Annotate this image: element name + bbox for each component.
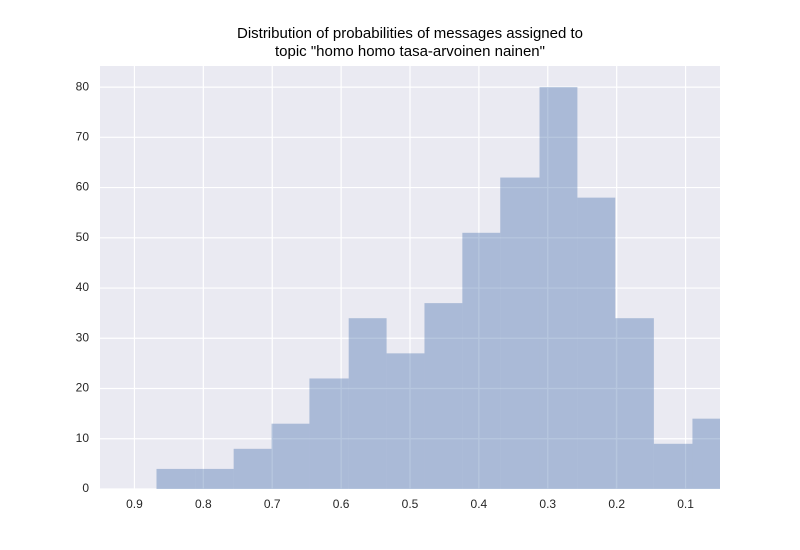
bar xyxy=(462,232,501,489)
y-tick-label: 30 xyxy=(76,330,90,344)
bar xyxy=(577,197,616,489)
y-tick-label: 10 xyxy=(76,431,90,445)
bar xyxy=(386,353,425,489)
y-tick-label: 50 xyxy=(76,230,90,244)
x-tick-label: 0.3 xyxy=(539,497,556,511)
bar xyxy=(348,318,387,489)
x-tick-label: 0.9 xyxy=(126,497,143,511)
chart-title: topic "homo homo tasa-arvoinen nainen" xyxy=(275,43,545,60)
bars xyxy=(156,87,720,489)
x-tick-label: 0.1 xyxy=(677,497,694,511)
y-tick-label: 20 xyxy=(76,381,90,395)
y-tick-label: 70 xyxy=(76,130,90,144)
y-tick-label: 40 xyxy=(76,280,90,294)
bar xyxy=(500,177,540,489)
x-tick-label: 0.7 xyxy=(264,497,281,511)
bar xyxy=(615,318,654,489)
bar xyxy=(156,468,196,489)
x-tick-label: 0.4 xyxy=(471,497,488,511)
chart-title: Distribution of probabilities of message… xyxy=(237,25,583,42)
x-tick-label: 0.2 xyxy=(608,497,625,511)
bar xyxy=(692,418,720,489)
x-tick-label: 0.8 xyxy=(195,497,212,511)
bar xyxy=(195,468,234,489)
y-tick-label: 80 xyxy=(76,79,90,93)
grid xyxy=(100,66,720,490)
tick-labels: 0 10 20 30 40 50 60 70 80 0.9 0.8 0.7 0.6 0.5 0.4 0.3 0.… xyxy=(76,79,695,511)
x-tick-label: 0.6 xyxy=(333,497,350,511)
bar xyxy=(271,423,310,489)
x-tick-label: 0.5 xyxy=(402,497,419,511)
bar xyxy=(309,378,349,489)
bar xyxy=(653,443,693,489)
y-tick-label: 60 xyxy=(76,180,90,194)
bar xyxy=(424,303,463,489)
bar xyxy=(233,448,272,489)
bar xyxy=(539,87,578,489)
y-tick-label: 0 xyxy=(82,481,89,495)
